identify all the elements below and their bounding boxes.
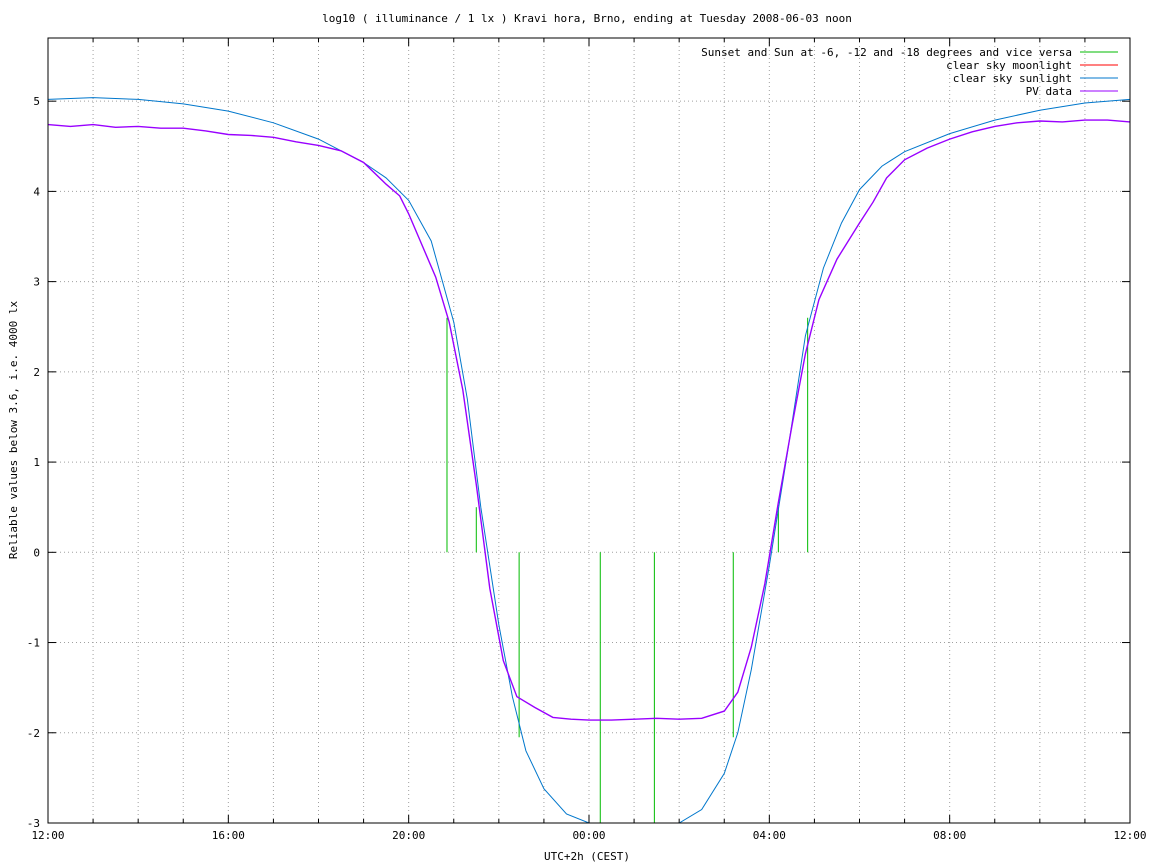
y-tick-label: 0: [33, 546, 40, 559]
series-line-3: [48, 119, 1130, 721]
y-tick-label: 2: [33, 366, 40, 379]
y-tick-label: 1: [33, 456, 40, 469]
series-line-2: [48, 97, 1130, 823]
grid: [48, 38, 1130, 823]
legend: Sunset and Sun at -6, -12 and -18 degree…: [701, 46, 1118, 98]
y-tick-label: 5: [33, 95, 40, 108]
x-tick-label: 08:00: [933, 829, 966, 842]
x-tick-label: 12:00: [31, 829, 64, 842]
y-tick-label: 4: [33, 185, 40, 198]
x-axis-label: UTC+2h (CEST): [544, 850, 630, 863]
y-tick-label: -3: [27, 817, 40, 830]
x-tick-label: 04:00: [753, 829, 786, 842]
ticks: 12:00 16:00 20:00 00:00 04:00 08:00 12:00-3-2-…: [27, 38, 1147, 842]
x-tick-label: 12:00: [1113, 829, 1146, 842]
series-layer: [48, 97, 1130, 823]
legend-label: clear sky moonlight: [946, 59, 1072, 72]
plot-frame: [47, 37, 1131, 824]
y-tick-label: 3: [33, 276, 40, 289]
x-tick-label: 16:00: [212, 829, 245, 842]
x-tick-label: 00:00: [572, 829, 605, 842]
chart-title: log10 ( illuminance / 1 lx ) Kravi hora,…: [322, 12, 852, 25]
y-tick-label: -2: [27, 727, 40, 740]
y-axis-label: Reliable values below 3.6, i.e. 4000 lx: [7, 300, 20, 559]
legend-label: Sunset and Sun at -6, -12 and -18 degree…: [701, 46, 1072, 59]
legend-label: PV data: [1026, 85, 1072, 98]
legend-label: clear sky sunlight: [953, 72, 1072, 85]
x-tick-label: 20:00: [392, 829, 425, 842]
y-tick-label: -1: [27, 637, 40, 650]
